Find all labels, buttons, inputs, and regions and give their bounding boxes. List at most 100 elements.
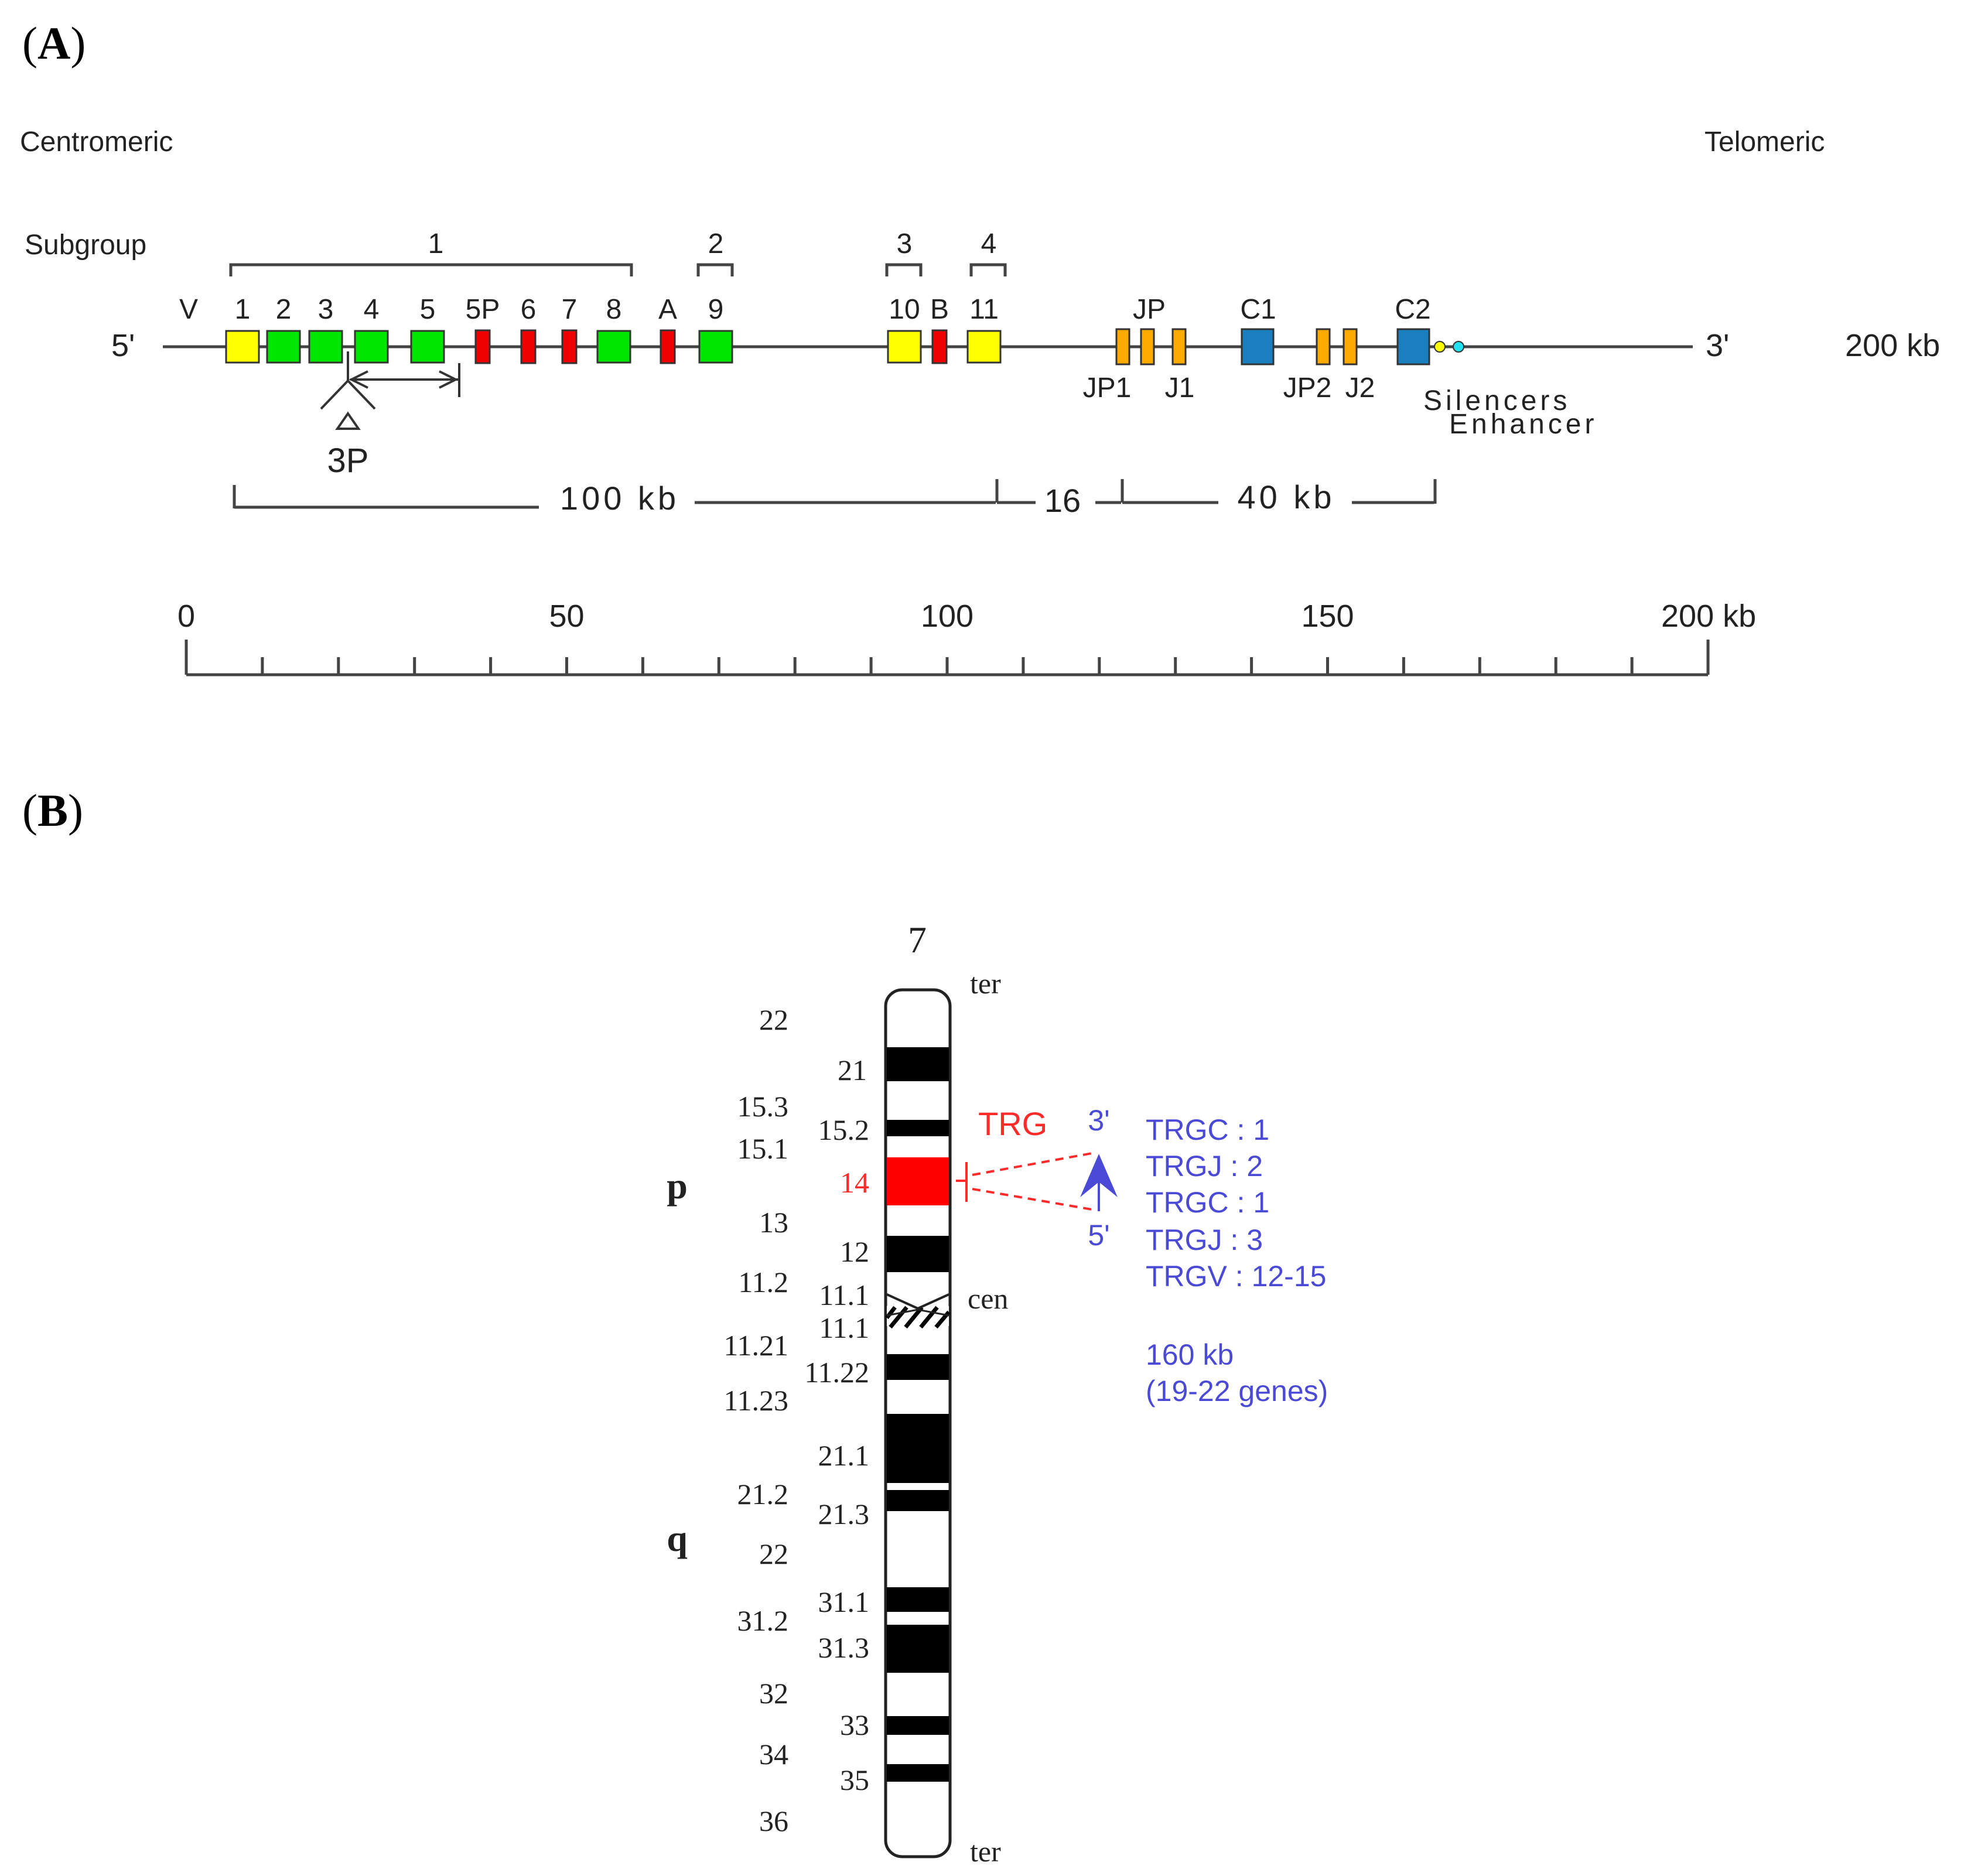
v-gene-1-label: 1 <box>235 294 251 325</box>
subgroup-2-bracket <box>696 263 734 276</box>
v-gene-a-box <box>660 329 676 364</box>
band-label: 11.22 <box>804 1356 869 1389</box>
band-label: 35 <box>840 1764 869 1796</box>
band-label: 11.1 <box>819 1279 869 1311</box>
c1-label: C1 <box>1240 294 1276 325</box>
trg-expansion-top <box>972 1151 1096 1176</box>
jp1-label: JP1 <box>1083 373 1132 404</box>
span-100-label: 100 kb <box>560 480 679 517</box>
band-label: 11.21 <box>723 1329 788 1362</box>
trg-three-prime: 3' <box>1088 1104 1109 1137</box>
v-gene-10-box <box>887 330 922 364</box>
jp2-label: JP2 <box>1283 373 1332 404</box>
band-label: 11.1 <box>819 1311 869 1344</box>
v-gene-5p-box <box>474 329 491 364</box>
gene-entry: TRGV : 12-15 <box>1146 1260 1326 1293</box>
span-40-label: 40 kb <box>1238 479 1335 515</box>
subgroup-4-label: 4 <box>981 228 997 259</box>
v-gene-b-box <box>931 329 948 364</box>
c2-segment <box>1396 328 1430 365</box>
band-p15-2 <box>887 1120 949 1136</box>
gene-entry: TRGC : 1 <box>1146 1113 1269 1146</box>
subgroup-3-label: 3 <box>897 228 913 259</box>
gene-entry: TRGJ : 2 <box>1146 1150 1263 1183</box>
band-label: 12 <box>840 1235 869 1268</box>
telomeric-label: Telomeric <box>1705 127 1825 158</box>
band-label: 15.1 <box>737 1132 789 1165</box>
panel-b-label: (B) <box>22 785 83 836</box>
silencer-dot <box>1434 341 1446 353</box>
ter-bottom-label: ter <box>970 1835 1001 1868</box>
v-gene-5p-label: 5P <box>466 294 500 325</box>
locus-size-label: 200 kb <box>1845 328 1940 363</box>
c2-label: C2 <box>1395 294 1430 325</box>
locus-size: 160 kb <box>1146 1338 1234 1371</box>
c1-segment <box>1241 328 1275 365</box>
chromosome-7 <box>884 988 952 1858</box>
trg-gene-list: TRGC : 1 TRGJ : 2 TRGC : 1 TRGJ : 3 TRGV… <box>1146 1113 1328 1407</box>
v-label: V <box>179 294 198 325</box>
trg-five-prime: 5' <box>1088 1219 1109 1252</box>
band-label: 22 <box>759 1537 788 1570</box>
band-label: 21.3 <box>818 1498 870 1530</box>
subgroup-label: Subgroup <box>25 230 146 261</box>
gene-count: (19-22 genes) <box>1146 1375 1328 1407</box>
v-gene-10-label: 10 <box>889 294 920 325</box>
deletion-insertion-marker <box>320 351 460 430</box>
v-gene-4-box <box>354 330 389 364</box>
band-q21-1 <box>887 1414 949 1483</box>
jp-segment <box>1140 328 1155 365</box>
v-gene-2-label: 2 <box>276 294 292 325</box>
panel-a-label: (A) <box>22 18 86 69</box>
v-gene-7-label: 7 <box>562 294 578 325</box>
v-gene-5-box <box>410 330 445 364</box>
v-gene-6-box <box>520 329 537 364</box>
band-label: 21 <box>838 1054 867 1086</box>
band-label: 31.3 <box>818 1631 870 1664</box>
band-label: 21.2 <box>737 1478 789 1511</box>
three-prime-label: 3' <box>1706 328 1729 363</box>
right-band-labels: 21 15.2 14 12 11.1 11.1 11.22 21.1 21.3 … <box>804 1054 869 1796</box>
v-gene-a-label: A <box>658 294 677 325</box>
v-gene-5-label: 5 <box>420 294 436 325</box>
band-p14-trg <box>887 1157 949 1205</box>
j2-segment <box>1343 328 1358 365</box>
centromere-notch-bottom <box>886 1308 949 1317</box>
band-label: 34 <box>759 1738 788 1771</box>
band-label: 21.1 <box>818 1439 870 1472</box>
band-q11-22 <box>887 1354 949 1380</box>
scale-tick-label: 200 kb <box>1661 599 1756 634</box>
band-label: 36 <box>759 1805 788 1837</box>
subgroup-2-label: 2 <box>708 228 724 259</box>
band-p21 <box>887 1047 949 1081</box>
v-gene-1-box <box>225 330 260 364</box>
enhancer-dot <box>1453 341 1464 353</box>
band-label: 31.2 <box>737 1604 789 1637</box>
span-16-label: 16 <box>1044 482 1081 519</box>
subgroup-1-bracket <box>229 263 633 276</box>
subgroup-1-label: 1 <box>428 228 444 259</box>
subgroup-3-bracket <box>885 263 923 276</box>
band-label: 13 <box>759 1206 788 1239</box>
band-label: 15.3 <box>737 1090 789 1123</box>
band-q35 <box>887 1764 949 1782</box>
band-label: 11.23 <box>723 1384 788 1417</box>
trg-label: TRG <box>978 1105 1047 1142</box>
insertion-3p-label: 3P <box>327 442 369 480</box>
centromere-hatch <box>885 1306 951 1329</box>
panel-a: Centromeric Telomeric Subgroup 1 2 3 4 5… <box>20 127 1940 676</box>
v-gene-8-label: 8 <box>606 294 622 325</box>
j1-label: J1 <box>1165 373 1195 404</box>
q-arm-label: q <box>667 1518 688 1559</box>
enhancer-label: Enhancer <box>1449 409 1597 440</box>
v-gene-b-label: B <box>930 294 949 325</box>
v-gene-4-label: 4 <box>364 294 380 325</box>
jp1-segment <box>1115 328 1130 365</box>
gene-entry: TRGC : 1 <box>1146 1186 1269 1219</box>
chromosome-number: 7 <box>908 919 927 961</box>
v-gene-group: 1 2 3 4 5 5P 6 7 8 A 9 10 B 11 <box>225 294 1002 364</box>
centromere-notch-top <box>886 1293 949 1310</box>
v-gene-9-label: 9 <box>708 294 724 325</box>
left-band-labels: 22 15.3 15.1 13 11.2 11.21 11.23 21.2 22… <box>723 1003 788 1837</box>
v-gene-3-box <box>308 330 343 364</box>
